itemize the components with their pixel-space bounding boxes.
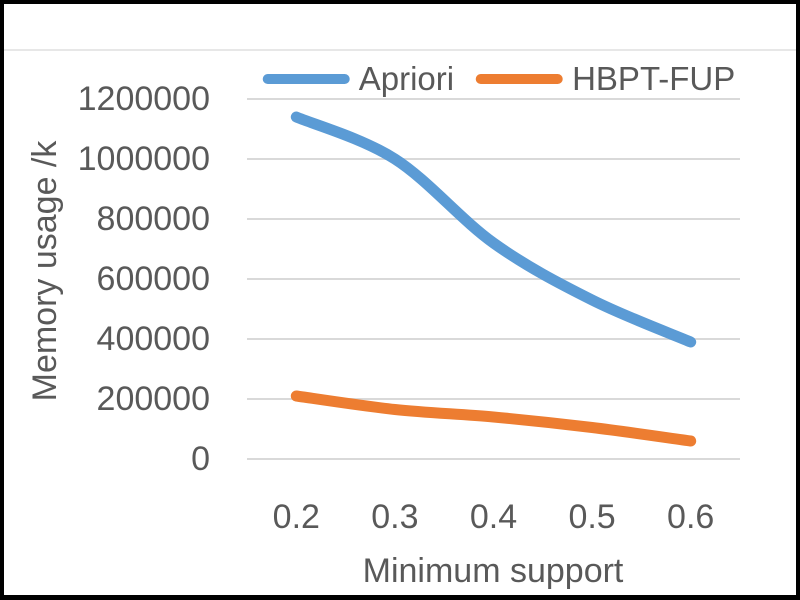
x-tick-label: 0.5	[568, 498, 616, 536]
legend-swatch-hbpt-fup-icon	[476, 74, 564, 84]
x-tick-label: 0.6	[667, 498, 715, 536]
separator-line	[4, 49, 796, 51]
x-tick-label: 0.4	[469, 498, 518, 536]
y-axis-title: Memory usage /k	[26, 140, 64, 402]
y-tick-label: 200000	[96, 380, 210, 418]
y-tick-label: 1200000	[77, 80, 210, 118]
y-tick-label: 800000	[96, 200, 210, 238]
legend-label-hbpt-fup: HBPT-FUP	[572, 60, 736, 97]
legend-item-hbpt-fup: HBPT-FUP	[476, 58, 735, 100]
series-line-hbpt-fup	[290, 390, 697, 447]
x-axis-title: Minimum support	[362, 552, 624, 590]
series-line-apriori	[290, 111, 697, 348]
y-tick-label: 600000	[96, 260, 210, 298]
x-tick-label: 0.3	[371, 498, 419, 536]
y-tick-label: 1000000	[77, 140, 210, 178]
y-tick-label: 0	[191, 440, 210, 478]
legend-swatch-apriori-icon	[262, 74, 350, 84]
chart-legend: Apriori HBPT-FUP	[262, 58, 735, 100]
x-tick-label: 0.2	[272, 498, 320, 536]
legend-item-apriori: Apriori	[262, 58, 455, 100]
y-tick-label: 400000	[96, 320, 210, 358]
legend-label-apriori: Apriori	[358, 60, 455, 97]
